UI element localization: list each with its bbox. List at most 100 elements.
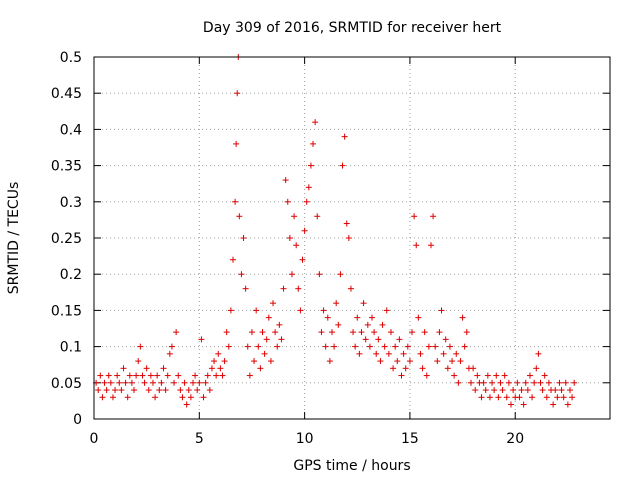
data-point — [440, 350, 447, 357]
data-point — [328, 329, 335, 336]
data-point — [503, 394, 510, 401]
data-point — [103, 387, 110, 394]
data-point — [288, 271, 295, 278]
data-point — [122, 379, 129, 386]
data-point — [350, 329, 357, 336]
data-point — [217, 365, 224, 372]
chart-title: Day 309 of 2016, SRMTID for receiver her… — [203, 20, 502, 36]
data-point — [156, 387, 163, 394]
data-point — [223, 329, 230, 336]
data-point — [406, 358, 413, 365]
data-point — [524, 387, 531, 394]
data-point — [320, 307, 327, 314]
data-point — [377, 358, 384, 365]
data-point — [518, 387, 525, 394]
data-point — [297, 307, 304, 314]
data-point — [421, 329, 428, 336]
data-point — [558, 387, 565, 394]
data-point — [152, 394, 159, 401]
data-point — [322, 343, 329, 350]
data-point — [270, 300, 277, 307]
data-point — [495, 394, 502, 401]
data-point — [520, 401, 527, 408]
data-point — [463, 329, 470, 336]
data-point — [449, 358, 456, 365]
y-tick-label: 0.35 — [51, 159, 82, 175]
data-point — [198, 336, 205, 343]
data-point — [124, 394, 131, 401]
data-point — [246, 372, 253, 379]
data-point — [541, 372, 548, 379]
y-tick-label: 0 — [73, 412, 82, 428]
data-point — [459, 314, 466, 321]
data-point — [225, 343, 232, 350]
data-point — [286, 235, 293, 241]
x-tick-label: 0 — [90, 431, 99, 447]
data-point — [143, 365, 150, 372]
data-point — [305, 184, 312, 191]
data-point — [215, 350, 222, 357]
data-point — [171, 379, 178, 386]
data-point — [175, 372, 182, 379]
data-point — [185, 387, 192, 394]
data-point — [192, 372, 199, 379]
data-point — [508, 401, 515, 408]
data-point — [326, 358, 333, 365]
data-point — [470, 365, 477, 372]
data-point — [345, 235, 352, 241]
data-point — [331, 343, 338, 350]
data-point — [455, 379, 462, 386]
data-point — [318, 329, 325, 336]
data-point — [139, 372, 146, 379]
data-point — [478, 394, 485, 401]
data-point — [489, 379, 496, 386]
data-point — [451, 372, 458, 379]
data-point — [236, 213, 243, 220]
data-point — [354, 314, 361, 321]
data-point — [208, 365, 215, 372]
data-point — [360, 300, 367, 307]
data-point — [564, 401, 571, 408]
data-point — [314, 213, 321, 220]
data-point — [457, 358, 464, 365]
data-point — [337, 271, 344, 278]
data-point — [206, 387, 213, 394]
y-tick-label: 0.2 — [60, 267, 82, 283]
data-point — [233, 140, 240, 147]
x-tick-label: 10 — [296, 431, 314, 447]
data-point — [552, 387, 559, 394]
data-point — [310, 140, 317, 147]
data-point — [97, 372, 104, 379]
data-point — [257, 365, 264, 372]
data-point — [128, 379, 135, 386]
data-point — [554, 394, 561, 401]
data-point — [230, 256, 237, 263]
data-point — [131, 387, 138, 394]
data-point — [244, 343, 251, 350]
data-point — [339, 162, 346, 169]
data-point — [522, 379, 529, 386]
data-point — [219, 372, 226, 379]
data-point — [514, 379, 521, 386]
data-point — [99, 394, 106, 401]
data-point — [200, 394, 207, 401]
data-point — [187, 394, 194, 401]
data-point — [526, 372, 533, 379]
data-point — [480, 379, 487, 386]
data-point — [425, 343, 432, 350]
data-point — [181, 379, 188, 386]
data-point — [516, 394, 523, 401]
data-point — [141, 379, 148, 386]
data-point — [301, 227, 308, 234]
data-point — [482, 387, 489, 394]
data-point — [255, 343, 262, 350]
data-point — [265, 314, 272, 321]
data-point — [444, 365, 451, 372]
data-point — [154, 372, 161, 379]
data-point — [280, 285, 287, 292]
data-point — [105, 372, 112, 379]
data-point — [467, 379, 474, 386]
data-point — [379, 321, 386, 328]
data-point — [373, 350, 380, 357]
